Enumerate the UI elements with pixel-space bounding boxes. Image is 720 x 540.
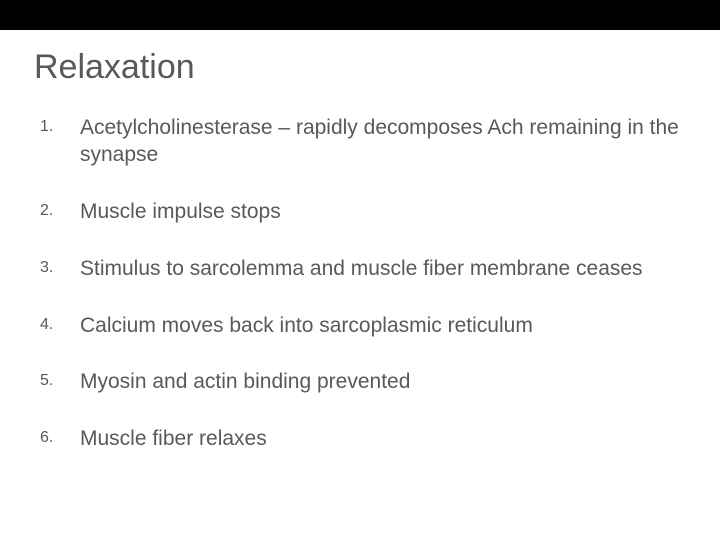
item-text: Muscle fiber relaxes [80,427,267,450]
steps-list: 1. Acetylcholinesterase – rapidly decomp… [34,115,686,453]
slide-content: Relaxation 1. Acetylcholinesterase – rap… [0,30,720,453]
list-item: 1. Acetylcholinesterase – rapidly decomp… [34,115,686,169]
list-item: 6. Muscle fiber relaxes [34,426,686,453]
list-item: 5. Myosin and actin binding prevented [34,369,686,396]
item-text: Calcium moves back into sarcoplasmic ret… [80,314,533,337]
item-number: 1. [40,117,53,137]
list-item: 3. Stimulus to sarcolemma and muscle fib… [34,256,686,283]
item-number: 2. [40,201,53,221]
item-number: 3. [40,258,53,278]
item-text: Acetylcholinesterase – rapidly decompose… [80,116,679,166]
top-bar [0,0,720,30]
item-text: Stimulus to sarcolemma and muscle fiber … [80,257,643,280]
list-item: 4. Calcium moves back into sarcoplasmic … [34,313,686,340]
item-number: 5. [40,371,53,391]
item-text: Myosin and actin binding prevented [80,370,410,393]
item-number: 6. [40,428,53,448]
item-text: Muscle impulse stops [80,200,281,223]
list-item: 2. Muscle impulse stops [34,199,686,226]
item-number: 4. [40,315,53,335]
slide-title: Relaxation [34,48,686,87]
